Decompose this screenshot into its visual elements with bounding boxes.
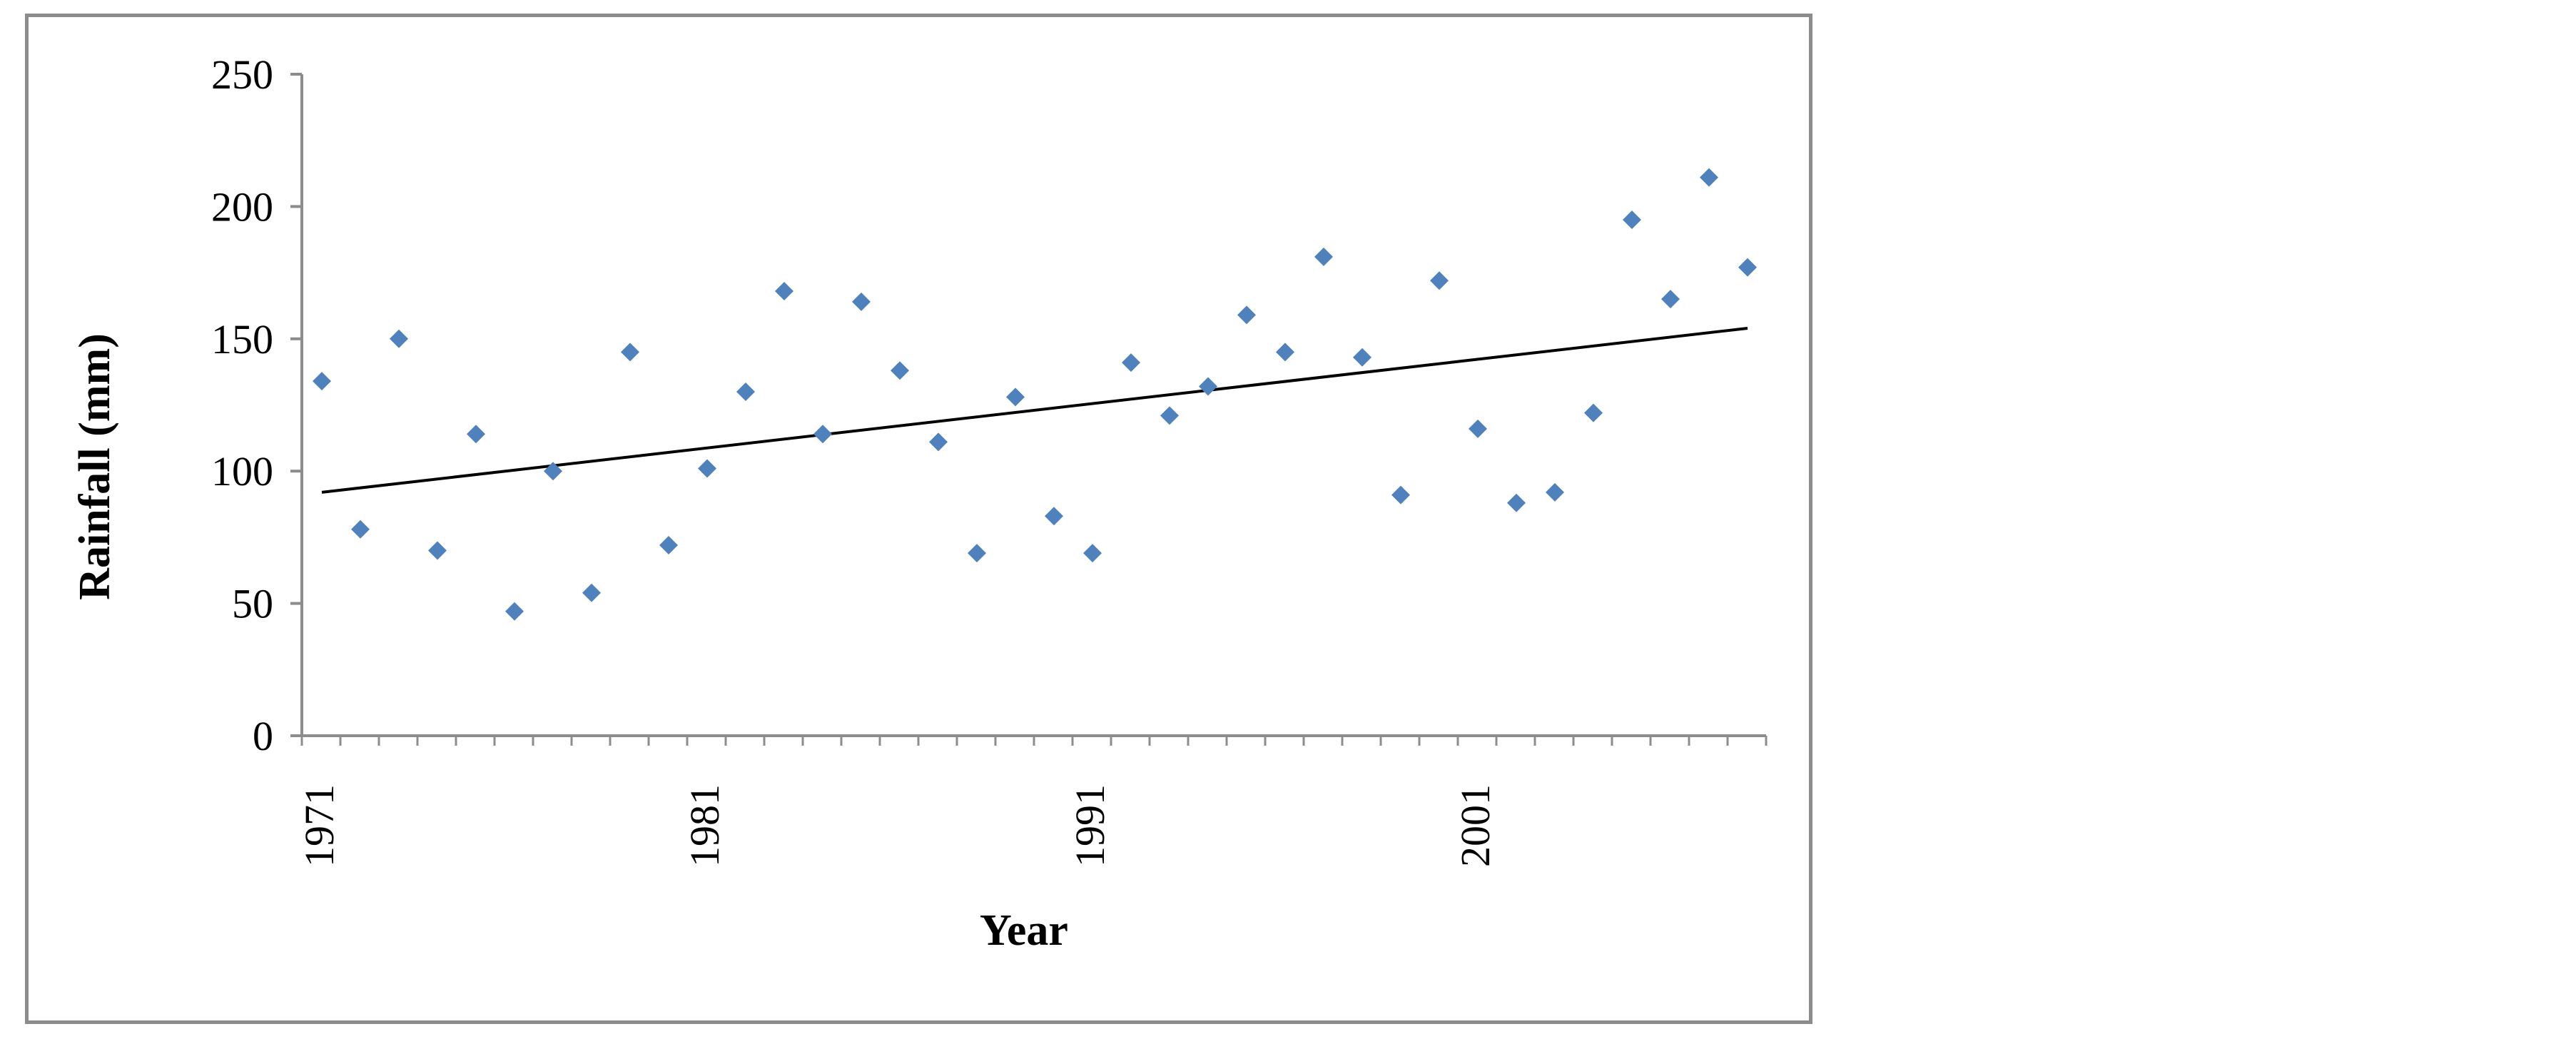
- data-point: [1083, 544, 1102, 563]
- y-tick-label: 50: [232, 581, 273, 627]
- data-point: [1237, 305, 1256, 325]
- x-tick-label: 1971: [296, 784, 343, 867]
- data-point: [351, 520, 370, 539]
- data-point: [582, 583, 601, 602]
- data-point: [698, 459, 716, 478]
- tick-labels: 0 50 100 150 200 250 1971 1981 1991 2001: [211, 51, 1499, 867]
- data-point: [1738, 258, 1757, 277]
- data-point: [1122, 353, 1140, 372]
- data-point: [659, 536, 678, 555]
- data-point: [1353, 348, 1371, 367]
- data-point: [1314, 247, 1333, 266]
- x-tick-label: 2001: [1452, 784, 1499, 867]
- y-tick-label: 100: [211, 448, 273, 495]
- data-point: [1584, 403, 1603, 422]
- data-point: [1507, 493, 1526, 512]
- data-point: [1006, 387, 1025, 407]
- y-tick-label: 150: [211, 316, 273, 363]
- data-point: [1391, 485, 1410, 505]
- y-axis-title: Rainfall (mm): [71, 333, 119, 600]
- data-point: [1546, 482, 1564, 502]
- data-point: [544, 462, 562, 481]
- y-tick-label: 250: [211, 51, 273, 98]
- data-point: [1160, 406, 1179, 425]
- x-axis-title: Year: [980, 906, 1068, 955]
- data-point: [1430, 271, 1449, 290]
- scatter-chart: 0 50 100 150 200 250 1971 1981 1991 2001 Rainfall…: [71, 51, 1768, 955]
- data-point: [505, 602, 524, 621]
- data-point: [621, 343, 639, 362]
- data-point: [1276, 343, 1294, 362]
- trendline-group: [321, 326, 1748, 494]
- y-tick-label: 200: [211, 183, 273, 230]
- data-point: [1661, 290, 1680, 309]
- data-point: [736, 382, 755, 401]
- data-point: [1045, 507, 1063, 526]
- data-point: [1199, 377, 1217, 396]
- data-point: [1469, 419, 1487, 438]
- data-point: [968, 544, 986, 563]
- data-point: [313, 372, 331, 391]
- y-tick-label: 0: [253, 713, 273, 759]
- trendline: [321, 326, 1748, 494]
- x-tick-label: 1991: [1067, 784, 1113, 867]
- data-point: [929, 432, 948, 452]
- axes: [290, 73, 1768, 746]
- data-point: [891, 361, 909, 380]
- data-point: [428, 541, 447, 560]
- x-tick-label: 1981: [681, 784, 728, 867]
- data-point: [813, 425, 832, 444]
- data-point: [1700, 168, 1718, 187]
- data-point: [1623, 210, 1641, 229]
- data-point: [775, 282, 793, 301]
- data-points: [313, 168, 1757, 621]
- chart-frame: 0 50 100 150 200 250 1971 1981 1991 2001 Rainfall…: [25, 14, 1812, 1024]
- data-point: [390, 329, 408, 348]
- data-point: [852, 292, 871, 311]
- data-point: [467, 425, 485, 444]
